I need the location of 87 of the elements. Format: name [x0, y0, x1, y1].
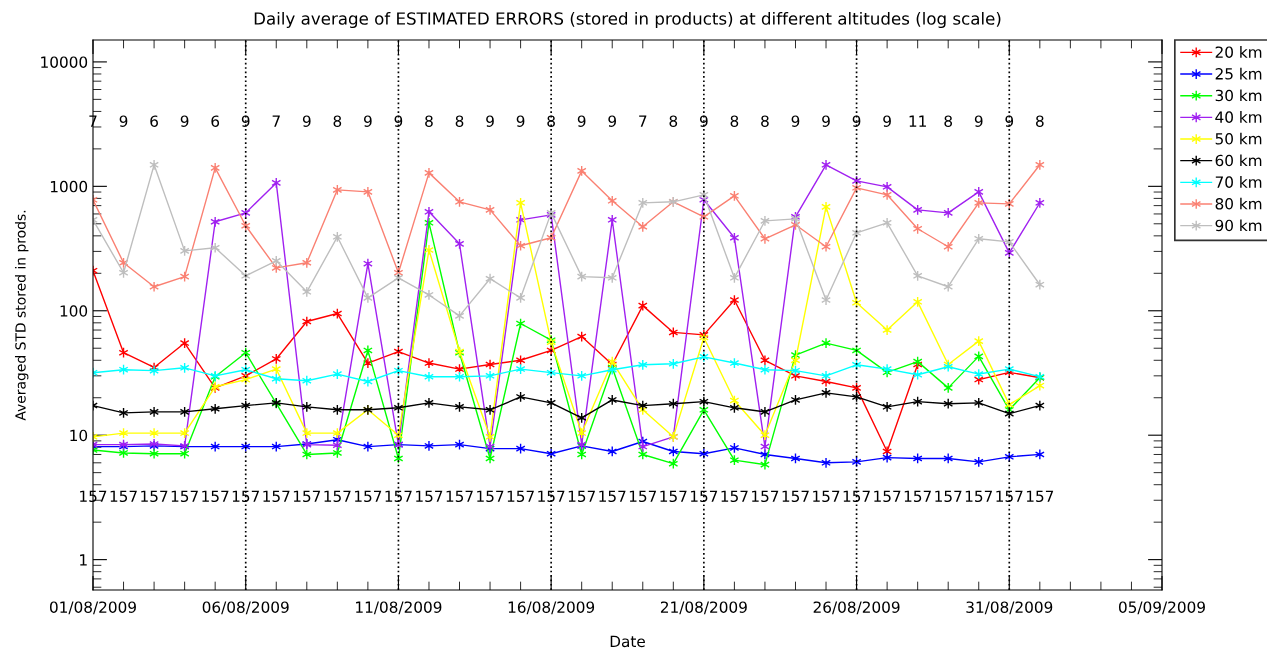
- annotation: 157: [904, 490, 931, 503]
- legend-label: 60 km: [1215, 154, 1262, 167]
- annotation: 9: [1005, 115, 1014, 127]
- annotation: 9: [791, 115, 800, 127]
- annotation: 157: [629, 490, 657, 503]
- annotation: 8: [761, 115, 769, 127]
- annotation: 9: [180, 115, 189, 127]
- y-tick-label: 1: [80, 554, 87, 566]
- annotation: 157: [843, 490, 870, 503]
- annotation: 157: [293, 490, 321, 503]
- annotation: 157: [477, 490, 504, 503]
- legend-label: 25 km: [1215, 67, 1262, 80]
- annotation: 9: [699, 115, 708, 127]
- annotation: 11: [909, 115, 926, 127]
- x-tick-label: 11/08/2009: [356, 601, 442, 615]
- x-tick-label: 16/08/2009: [508, 601, 595, 615]
- annotation: 157: [568, 490, 595, 503]
- annotation: 9: [608, 115, 617, 127]
- annotation: 157: [721, 490, 748, 503]
- annotation: 9: [119, 115, 128, 127]
- annotation: 157: [782, 490, 809, 503]
- x-tick-label: 01/08/2009: [49, 601, 136, 615]
- annotation: 8: [1036, 115, 1044, 127]
- annotation: 157: [813, 490, 840, 503]
- annotation: 9: [486, 115, 494, 127]
- annotation: 9: [394, 115, 403, 127]
- annotation: 9: [241, 115, 250, 127]
- annotation: 157: [935, 490, 962, 503]
- x-tick-label: 31/08/2009: [966, 601, 1053, 615]
- legend-label: 50 km: [1215, 132, 1262, 145]
- annotation: 7: [639, 115, 647, 127]
- y-tick-label: 10: [70, 429, 88, 442]
- y-tick-label: 10000: [41, 56, 88, 68]
- annotation: 157: [874, 490, 901, 503]
- annotation: 157: [507, 490, 534, 503]
- annotation: 157: [171, 490, 198, 503]
- annotation: 8: [333, 115, 342, 127]
- legend-label: 20 km: [1215, 46, 1262, 58]
- x-tick-label: 26/08/2009: [813, 601, 900, 615]
- legend-label: 30 km: [1215, 89, 1262, 102]
- annotation: 157: [141, 490, 168, 503]
- annotation: 7: [272, 115, 280, 127]
- annotation: 157: [324, 490, 351, 503]
- annotation: 9: [974, 115, 983, 127]
- legend-label: 40 km: [1215, 111, 1262, 123]
- annotation: 157: [202, 490, 229, 503]
- annotation: 8: [425, 115, 433, 127]
- annotation: 9: [577, 115, 586, 127]
- annotation: 9: [516, 115, 525, 127]
- y-tick-label: 1000: [50, 180, 88, 193]
- annotation: 8: [455, 115, 464, 127]
- annotation: 157: [660, 490, 687, 503]
- annotation: 157: [599, 490, 626, 503]
- legend-label: 90 km: [1215, 219, 1262, 232]
- y-axis-title: Averaged STD stored in prods.: [14, 210, 29, 421]
- annotation: 157: [263, 490, 290, 503]
- x-tick-label: 06/08/2009: [202, 601, 289, 615]
- annotation: 9: [822, 115, 830, 127]
- x-tick-label: 21/08/2009: [660, 601, 747, 615]
- x-axis-title: Date: [610, 635, 645, 648]
- annotation: 6: [211, 115, 220, 127]
- annotation: 157: [385, 490, 412, 503]
- x-tick-label: 05/09/2009: [1118, 601, 1205, 615]
- annotation: 9: [302, 115, 311, 127]
- annotation: 157: [446, 490, 473, 503]
- annotation: 8: [669, 115, 678, 127]
- annotation: 157: [416, 490, 443, 503]
- annotation: 157: [965, 490, 993, 503]
- annotation: 157: [354, 490, 382, 503]
- legend-label: 80 km: [1215, 197, 1262, 210]
- annotation: 157: [232, 490, 259, 503]
- annotation: 157: [690, 490, 718, 503]
- annotation: 157: [538, 490, 565, 503]
- annotation: 9: [883, 115, 891, 127]
- y-tick-label: 100: [60, 305, 88, 317]
- annotation: 157: [1026, 490, 1054, 503]
- legend-label: 70 km: [1215, 176, 1262, 188]
- annotation: 8: [547, 115, 555, 127]
- annotation: 6: [150, 115, 158, 127]
- annotation: 157: [110, 490, 137, 503]
- annotation: 9: [852, 115, 861, 127]
- annotation: 8: [730, 115, 739, 127]
- chart-title: Daily average of ESTIMATED ERRORS (stored in products) at different altitudes (log scale): [254, 11, 1001, 29]
- annotation: 157: [996, 490, 1023, 503]
- annotation: 8: [944, 115, 953, 127]
- annotation: 157: [752, 490, 779, 503]
- annotation: 9: [363, 115, 372, 127]
